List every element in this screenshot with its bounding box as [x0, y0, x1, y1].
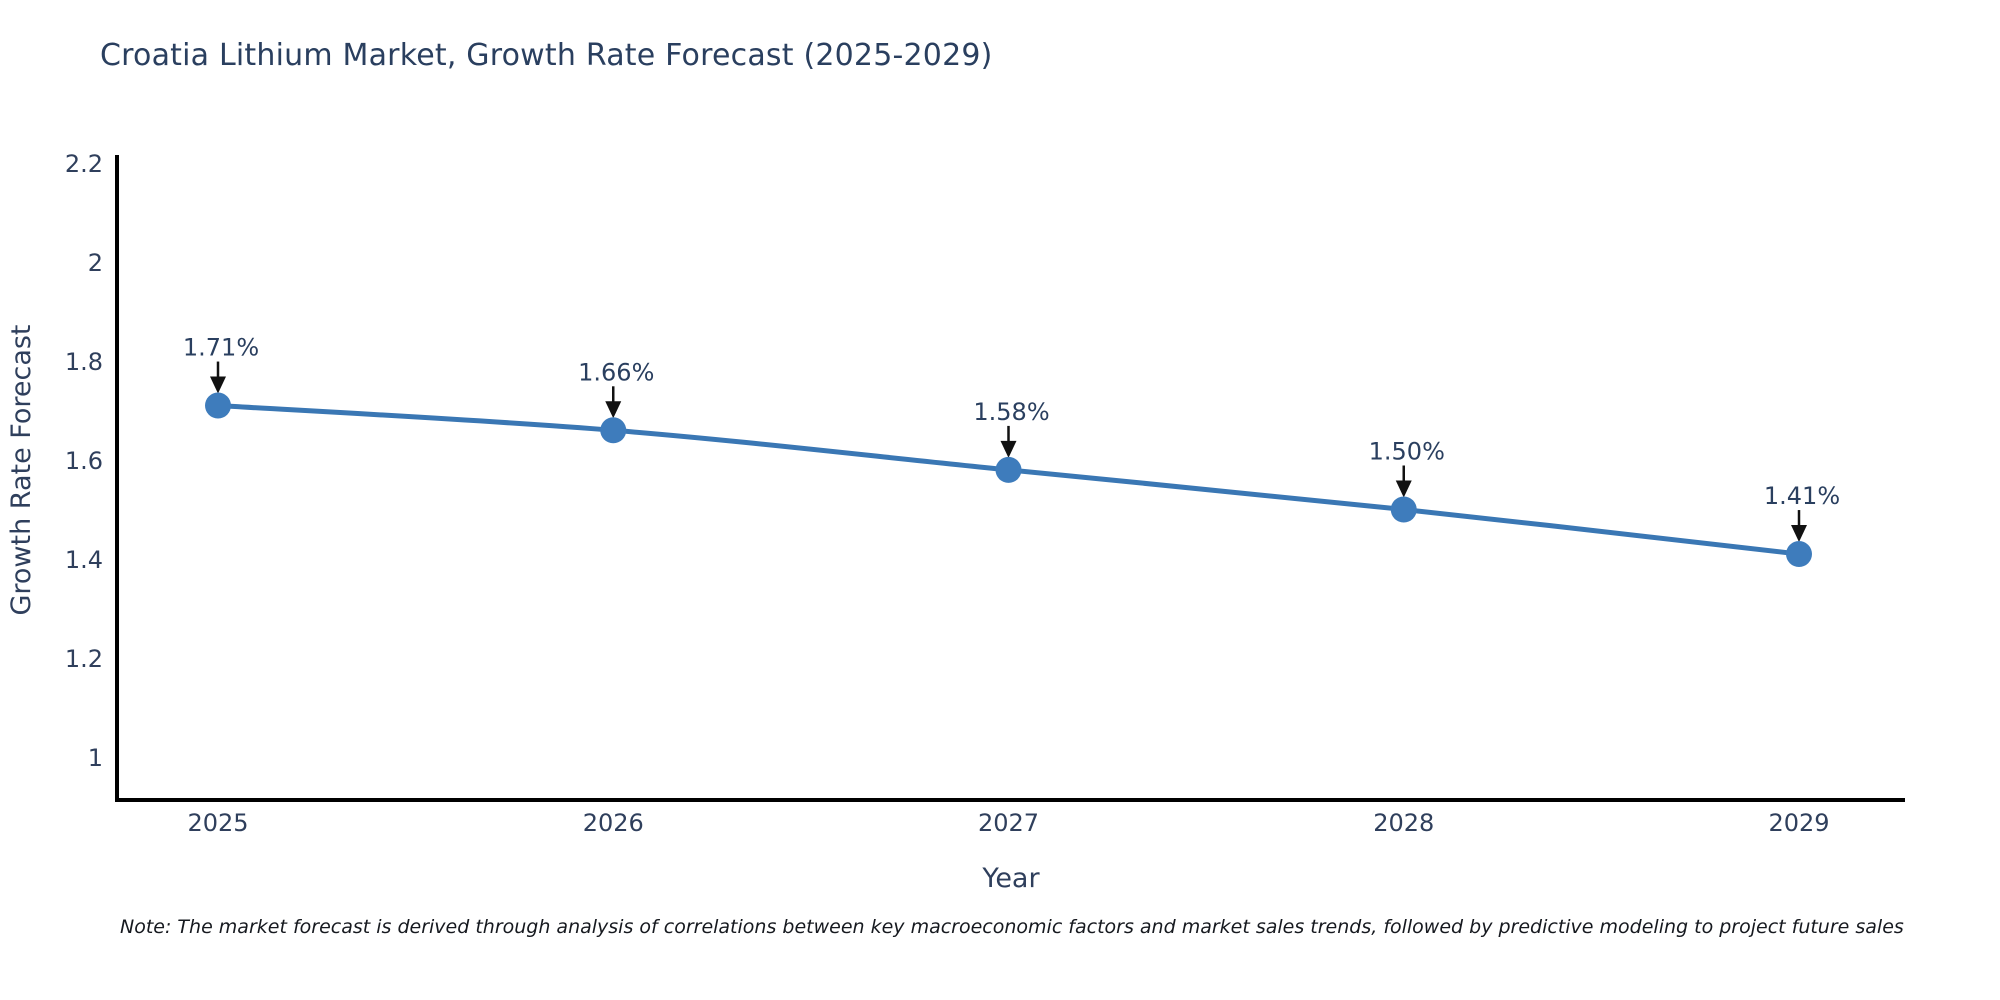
footnote: Note: The market forecast is derived thr… — [120, 916, 1904, 938]
y-tick-label: 1.4 — [65, 546, 103, 574]
point-value-label: 1.71% — [183, 334, 259, 362]
x-tick-label: 2026 — [583, 809, 644, 837]
point-value-label: 1.50% — [1369, 438, 1445, 466]
x-tick-label: 2025 — [187, 809, 248, 837]
data-point-marker — [995, 456, 1022, 483]
data-point-marker — [1390, 496, 1417, 523]
y-tick-label: 1.6 — [65, 447, 103, 475]
data-point-marker — [1786, 541, 1812, 568]
annotation-arrowhead-icon — [1791, 525, 1807, 543]
x-tick-label: 2028 — [1373, 809, 1434, 837]
y-tick-label: 1.8 — [65, 348, 103, 376]
x-tick-label: 2029 — [1768, 809, 1829, 837]
y-tick-label: 1 — [88, 744, 103, 772]
y-tick-label: 2.2 — [65, 150, 103, 178]
annotation-arrowhead-icon — [1395, 480, 1412, 498]
chart-title: Croatia Lithium Market, Growth Rate Fore… — [100, 38, 993, 73]
data-point-marker — [205, 392, 231, 419]
x-axis-title: Year — [981, 863, 1040, 894]
y-tick-label: 2 — [88, 249, 103, 277]
annotation-arrowhead-icon — [210, 376, 226, 394]
point-value-label: 1.41% — [1764, 482, 1840, 510]
x-tick-label: 2027 — [978, 809, 1039, 837]
point-value-label: 1.66% — [578, 358, 654, 386]
point-value-label: 1.58% — [973, 398, 1049, 426]
annotation-arrowhead-icon — [1000, 440, 1017, 458]
data-point-marker — [600, 417, 627, 444]
y-axis-title: Growth Rate Forecast — [6, 324, 37, 615]
annotation-arrowhead-icon — [605, 401, 622, 419]
y-tick-label: 1.2 — [65, 645, 103, 673]
